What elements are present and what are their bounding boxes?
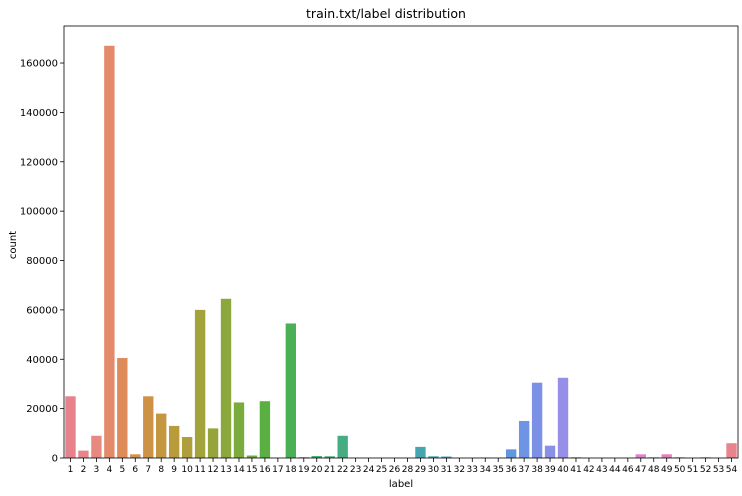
bar-2: [78, 450, 89, 458]
x-tick-label: 18: [285, 465, 297, 475]
bar-9: [168, 425, 180, 458]
x-tick-label: 9: [171, 465, 177, 475]
x-tick-label: 6: [132, 465, 138, 475]
bar-29: [415, 446, 426, 458]
x-tick-label: 13: [220, 465, 231, 475]
bar-14: [233, 402, 245, 458]
x-tick-label: 14: [233, 465, 245, 475]
x-tick-label: 39: [544, 465, 556, 475]
x-tick-label: 29: [415, 465, 427, 475]
x-tick-label: 54: [726, 465, 738, 475]
x-tick-label: 23: [350, 465, 361, 475]
x-tick-label: 20: [311, 465, 323, 475]
bar-54: [726, 443, 737, 458]
bar-22: [337, 435, 348, 458]
y-tick-label: 60000: [26, 305, 58, 316]
x-tick-label: 50: [674, 465, 686, 475]
x-axis-label: label: [389, 479, 413, 490]
x-tick-label: 1: [68, 465, 74, 475]
x-tick-label: 28: [402, 465, 414, 475]
bar-6: [130, 454, 141, 458]
bar-11: [194, 309, 206, 458]
x-tick-label: 36: [505, 465, 517, 475]
bar-30: [428, 456, 439, 458]
bar-31: [441, 456, 452, 458]
x-tick-label: 3: [94, 465, 100, 475]
x-tick-label: 5: [119, 465, 125, 475]
bar-20: [311, 456, 322, 458]
plot-frame: [63, 25, 739, 459]
x-tick-label: 17: [272, 465, 283, 475]
y-tick-label: 160000: [20, 59, 58, 70]
x-tick-label: 44: [609, 465, 621, 475]
x-tick-label: 42: [583, 465, 594, 475]
plot-area: 0 20000 40000 60000 80000 100000 120000 140000 1…: [20, 25, 739, 475]
bar-49: [661, 454, 672, 458]
x-tick-label: 32: [454, 465, 465, 475]
x-tick-label: 48: [648, 465, 660, 475]
bar-15: [246, 455, 258, 458]
y-tick-label: 20000: [26, 404, 58, 415]
x-tick-label: 19: [298, 465, 310, 475]
x-tick-label: 51: [687, 465, 698, 475]
x-tick-label: 8: [158, 465, 164, 475]
x-tick-label: 22: [337, 465, 348, 475]
x-tick-label: 24: [363, 465, 375, 475]
bar-3: [91, 435, 102, 458]
x-tick-label: 33: [467, 465, 478, 475]
bar-7: [143, 396, 154, 458]
bar-21: [324, 456, 335, 458]
bar-47: [635, 454, 646, 458]
x-tick-label: 46: [622, 465, 634, 475]
bar-38: [531, 382, 543, 458]
y-tick-label: 0: [52, 454, 58, 465]
x-tick-label: 37: [518, 465, 529, 475]
bar-12: [207, 428, 219, 458]
x-tick-label: 21: [324, 465, 335, 475]
x-tick-label: 11: [194, 465, 205, 475]
x-tick-label: 40: [557, 465, 569, 475]
x-tick-label: 31: [441, 465, 452, 475]
x-tick-label: 43: [596, 465, 607, 475]
y-tick-label: 140000: [20, 108, 58, 119]
bar-40: [557, 377, 569, 458]
x-tick-label: 16: [259, 465, 271, 475]
bar-39: [544, 445, 556, 458]
x-tick-label: 30: [428, 465, 440, 475]
x-tick-label: 2: [81, 465, 87, 475]
x-tick-label: 49: [661, 465, 673, 475]
x-tick-label: 41: [570, 465, 581, 475]
x-tick-label: 25: [376, 465, 387, 475]
x-tick-label: 38: [531, 465, 543, 475]
x-tick-label: 15: [246, 465, 257, 475]
bar-13: [220, 298, 232, 458]
bar-36: [505, 449, 517, 458]
y-tick-label: 80000: [26, 256, 58, 267]
bar-1: [65, 396, 76, 458]
x-tick-label: 53: [713, 465, 724, 475]
bar-8: [156, 413, 167, 458]
y-axis-label: count: [8, 231, 19, 259]
bar-37: [518, 420, 530, 458]
bar-4: [104, 45, 115, 458]
x-tick-label: 47: [635, 465, 646, 475]
bar-5: [117, 358, 128, 458]
bar-10: [181, 437, 193, 458]
y-tick-label: 120000: [20, 157, 58, 168]
bar-16: [259, 401, 271, 458]
chart-title: train.txt/label distribution: [306, 6, 466, 21]
x-tick-label: 12: [207, 465, 218, 475]
y-tick-label: 40000: [26, 355, 58, 366]
bar-18: [285, 323, 297, 458]
x-tick-label: 4: [106, 465, 112, 475]
x-tick-label: 7: [145, 465, 151, 475]
x-tick-label: 34: [480, 465, 492, 475]
x-tick-label: 10: [181, 465, 193, 475]
x-tick-label: 52: [700, 465, 711, 475]
x-tick-label: 35: [492, 465, 503, 475]
y-tick-label: 100000: [20, 207, 58, 218]
x-tick-label: 26: [389, 465, 401, 475]
